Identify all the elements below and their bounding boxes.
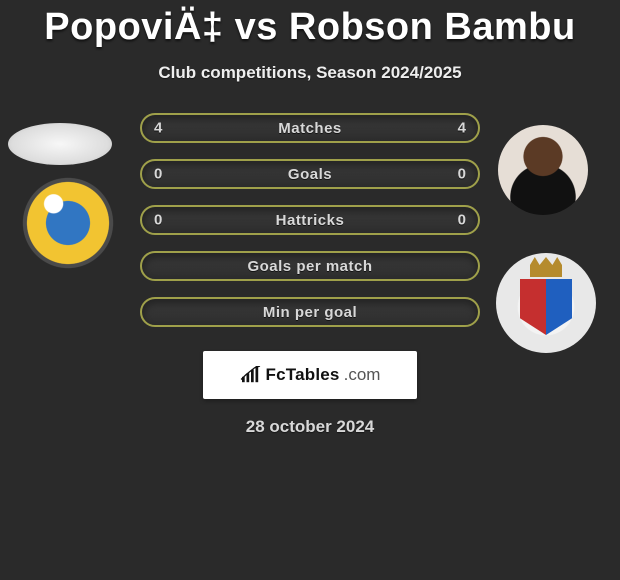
comparison-stage: 4 Matches 4 0 Goals 0 0 Hattricks 0 Goal… [0, 113, 620, 453]
stat-right-value: 0 [458, 212, 466, 229]
player-left-avatar [8, 123, 112, 165]
stat-right-value: 4 [458, 120, 466, 137]
stat-row-min-per-goal: Min per goal [140, 297, 480, 327]
stat-label: Hattricks [276, 212, 345, 229]
stat-bars: 4 Matches 4 0 Goals 0 0 Hattricks 0 Goal… [140, 113, 480, 343]
chart-icon [240, 366, 262, 384]
brand-text-light: .com [344, 365, 381, 385]
stat-row-hattricks: 0 Hattricks 0 [140, 205, 480, 235]
club-left-crest [20, 175, 116, 271]
stat-right-value: 0 [458, 166, 466, 183]
stat-left-value: 0 [154, 166, 162, 183]
stat-label: Goals [288, 166, 332, 183]
stat-row-matches: 4 Matches 4 [140, 113, 480, 143]
stat-label: Goals per match [247, 258, 372, 275]
page-title: PopoviÄ‡ vs Robson Bambu [0, 0, 620, 49]
date-text: 28 october 2024 [0, 417, 620, 437]
brand-link[interactable]: FcTables.com [203, 351, 417, 399]
brand-text-strong: FcTables [266, 365, 340, 385]
stat-row-goals-per-match: Goals per match [140, 251, 480, 281]
stat-label: Matches [278, 120, 342, 137]
stat-label: Min per goal [263, 304, 357, 321]
subtitle: Club competitions, Season 2024/2025 [0, 63, 620, 83]
player-right-avatar [498, 125, 588, 215]
stat-row-goals: 0 Goals 0 [140, 159, 480, 189]
club-right-crest [496, 253, 596, 353]
stat-left-value: 4 [154, 120, 162, 137]
stat-left-value: 0 [154, 212, 162, 229]
